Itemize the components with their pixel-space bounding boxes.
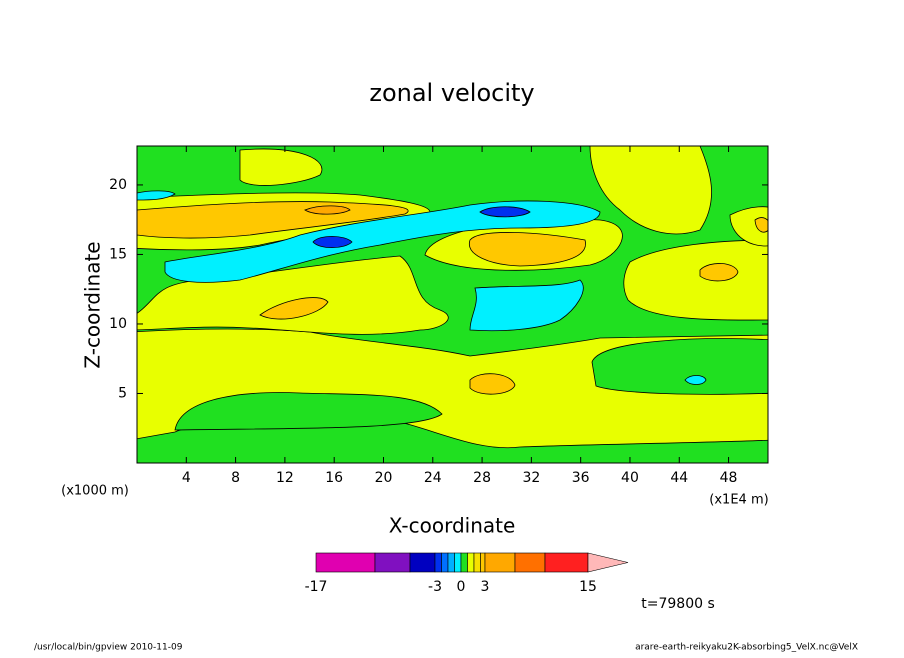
x-tick-label: 40 [621,470,639,486]
contour-region [469,232,586,267]
x-tick-label: 4 [182,470,191,486]
x-axis-unit: (x1E4 m) [709,493,768,508]
contour-region [754,217,768,233]
colorbar-segment [473,552,481,573]
contour-region [137,190,176,201]
contour-region [164,200,601,283]
contour-region [469,279,584,332]
colorbar-segment [460,552,468,573]
contour-region [684,375,707,385]
footer-right: arare-earth-reikyaku2K-absorbing5_VelX.n… [635,643,858,653]
y-tick-label: 15 [109,246,127,262]
contour-region [469,373,516,395]
colorbar-segment [480,552,486,573]
y-axis-title: Z-coordinate [81,241,105,368]
x-tick-label: 20 [375,470,393,486]
contour-region [479,206,531,218]
colorbar-segment [409,552,436,573]
contour-region [729,206,768,247]
y-tick-label: 20 [109,177,127,193]
colorbar-tick-label: -17 [305,579,328,595]
contour-region [591,338,768,395]
x-tick-label: 48 [720,470,738,486]
colorbar-segment [514,552,546,573]
contour-field [137,146,768,463]
colorbar-segment [441,552,449,573]
colorbar: -17 -3 0 3 15 [305,552,629,595]
x-tick-label: 44 [670,470,688,486]
x-tick-label: 24 [424,470,442,486]
colorbar-segment [454,552,462,573]
x-tick-label: 12 [276,470,294,486]
y-tick-label: 5 [118,385,127,401]
colorbar-tick-label: -3 [428,579,442,595]
x-tick-label: 32 [522,470,540,486]
x-tick-label: 36 [572,470,590,486]
y-axis-unit: (x1000 m) [61,484,129,499]
chart-title: zonal velocity [369,79,534,107]
contour-region [259,297,329,320]
x-tick-label: 16 [325,470,343,486]
contour-region [174,392,443,431]
x-tick-label: 8 [231,470,240,486]
colorbar-segment [447,552,455,573]
colorbar-segment [544,552,589,573]
contour-region [312,235,353,249]
contour-region [699,263,739,282]
contour-region [239,148,323,186]
colorbar-segment [315,552,376,573]
colorbar-tick-label: 0 [457,579,466,595]
x-axis-title: X-coordinate [389,514,516,538]
colorbar-tick-label: 15 [579,579,597,595]
colorbar-segment [374,552,411,573]
colorbar-tick-label: 3 [481,579,490,595]
y-tick-label: 10 [109,316,127,332]
colorbar-segment [467,552,475,573]
contour-region [623,239,768,321]
colorbar-extension [587,552,629,573]
time-label: t=79800 s [641,596,715,612]
contour-region [589,146,712,235]
colorbar-segment [484,552,516,573]
footer-left: /usr/local/bin/gpview 2010-11-09 [34,643,183,653]
plot-frame [136,145,769,464]
colorbar-segment [434,552,442,573]
contour-region [304,205,351,215]
x-tick-label: 28 [473,470,491,486]
